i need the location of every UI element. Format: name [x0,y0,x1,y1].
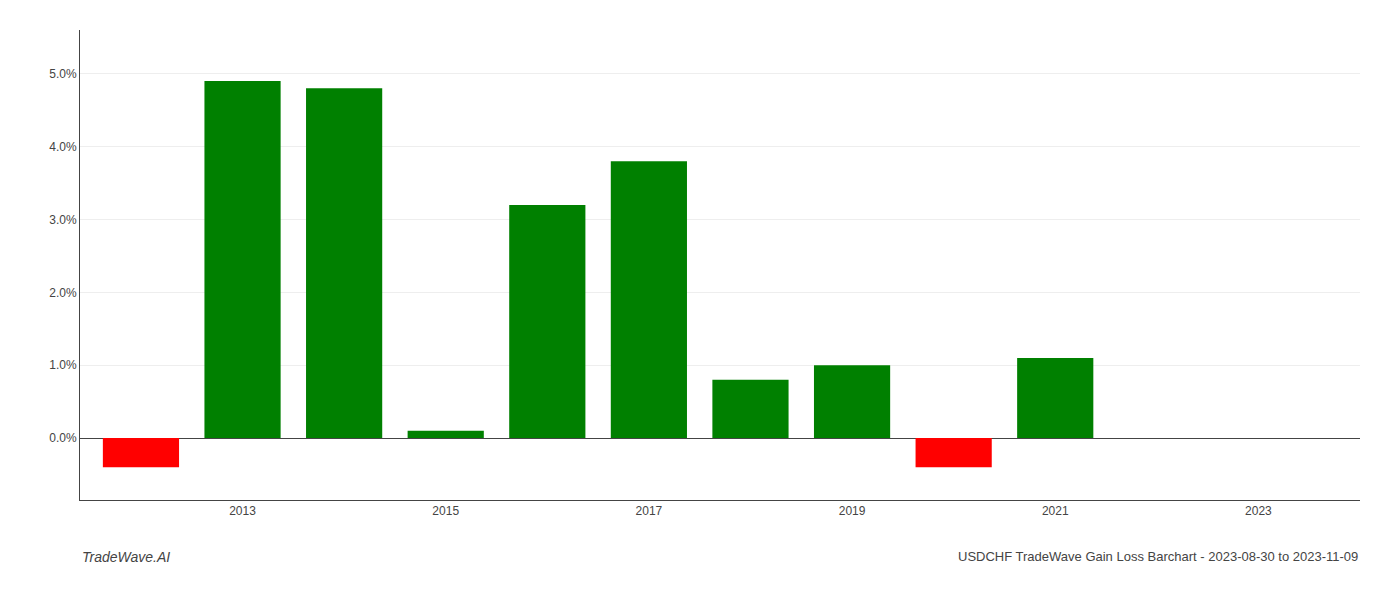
svg-text:0.0%: 0.0% [49,431,77,445]
svg-text:2021: 2021 [1042,504,1069,518]
svg-text:3.0%: 3.0% [49,213,77,227]
svg-text:4.0%: 4.0% [49,140,77,154]
svg-text:1.0%: 1.0% [49,358,77,372]
svg-text:2017: 2017 [636,504,663,518]
svg-text:5.0%: 5.0% [49,67,77,81]
svg-text:2013: 2013 [229,504,256,518]
svg-text:TradeWave.AI: TradeWave.AI [82,549,170,565]
svg-text:2.0%: 2.0% [49,286,77,300]
svg-text:USDCHF TradeWave Gain Loss Bar: USDCHF TradeWave Gain Loss Barchart - 20… [958,549,1358,564]
svg-text:2015: 2015 [432,504,459,518]
svg-text:2019: 2019 [839,504,866,518]
svg-text:2023: 2023 [1245,504,1272,518]
